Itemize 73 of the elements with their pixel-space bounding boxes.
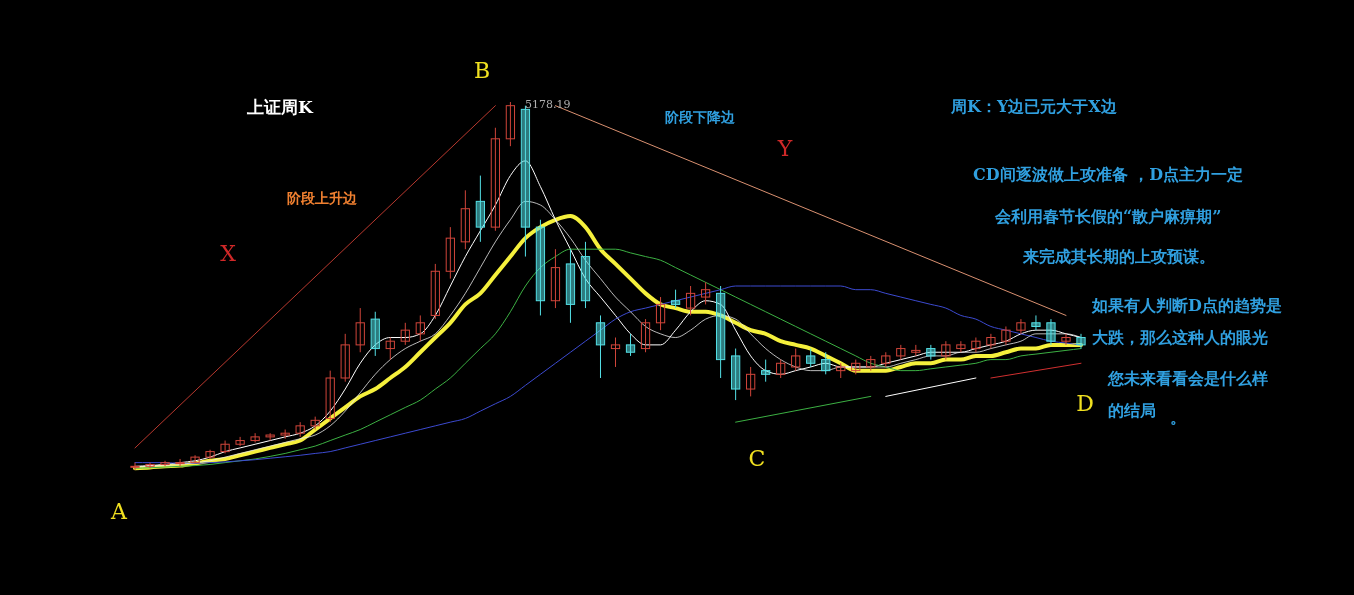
candlestick: [370, 311, 380, 357]
candlestick: [430, 263, 440, 320]
candlestick: [580, 241, 591, 309]
annotation: 周K：Y边已元大于X边: [950, 97, 1118, 116]
candlestick: [791, 348, 801, 372]
candlestick: [535, 219, 546, 316]
annotation: D: [1076, 391, 1094, 416]
annotation: 会利用春节长假的“散户麻痹期”: [994, 207, 1222, 226]
annotation: 阶段上升边: [287, 190, 358, 206]
candlestick: [670, 289, 681, 309]
candlestick: [385, 337, 395, 361]
candlestick: [1046, 318, 1056, 346]
candlestick: [400, 322, 410, 346]
text: 如果有人判断D点的趋势是: [1091, 296, 1282, 315]
candlestick: [490, 127, 501, 232]
annotation: Y: [776, 136, 793, 161]
annotation: 阶段下降边: [665, 109, 736, 125]
annotation: CD间逐波做上攻准备 ，D点主力一定: [973, 165, 1244, 184]
candlestick: [190, 454, 200, 464]
candlestick: [550, 248, 561, 309]
candlestick: [220, 440, 230, 454]
candlestick: [265, 432, 275, 442]
candlestick: [700, 281, 711, 305]
candlestick: [685, 285, 696, 316]
candlestick: [250, 432, 260, 443]
annotation: C: [748, 446, 766, 471]
candlestick: [1016, 318, 1026, 335]
candlestick: [565, 248, 576, 324]
text: 大跌，那么这种人的眼光: [1092, 328, 1268, 347]
candlestick: [415, 314, 425, 342]
candlestick: [205, 449, 215, 460]
candlestick: [160, 460, 170, 467]
text: 。: [1170, 408, 1186, 427]
candlestick: [445, 226, 455, 280]
text: B: [473, 58, 491, 83]
candlestick: [1001, 325, 1011, 346]
candlestick: [475, 175, 485, 243]
candlestick: [610, 337, 621, 368]
candlestick: [355, 307, 365, 353]
candlestick: [986, 333, 996, 350]
candlestick: [235, 436, 245, 447]
candlestick: [340, 333, 350, 383]
candlestick: [625, 333, 636, 357]
text: A: [110, 499, 129, 524]
candlestick: [956, 340, 966, 353]
candlestick: [595, 314, 606, 379]
candlestick: [926, 344, 936, 361]
candlestick: [640, 318, 651, 353]
candlestick: [806, 348, 816, 368]
candlestick: [941, 340, 951, 361]
candlestick: [715, 285, 726, 379]
candlestick: [460, 189, 470, 250]
candlestick: [731, 348, 741, 401]
candlestick: [971, 337, 981, 353]
candlestick: [505, 101, 516, 147]
text: 您未来看看会是什么样: [1107, 369, 1268, 388]
candlestick: [761, 359, 771, 383]
annotation: 5178.19: [525, 98, 571, 111]
candlestick: [145, 462, 155, 469]
text: 的结局: [1108, 401, 1156, 420]
candlestick: [130, 462, 140, 471]
annotation: X: [220, 241, 237, 266]
candlestick: [325, 370, 335, 423]
candlestick: [655, 296, 666, 331]
candlestick: [1031, 314, 1041, 331]
chart-title: 上证周K: [246, 97, 315, 117]
annotation: 来完成其长期的上攻预谋。: [1022, 247, 1215, 266]
candlestick: [175, 458, 185, 467]
candlestick: [1061, 333, 1071, 346]
candlestick: [776, 359, 786, 379]
candlestick: [821, 351, 831, 375]
candlestick: [1076, 333, 1086, 350]
candlestick: [746, 366, 756, 397]
